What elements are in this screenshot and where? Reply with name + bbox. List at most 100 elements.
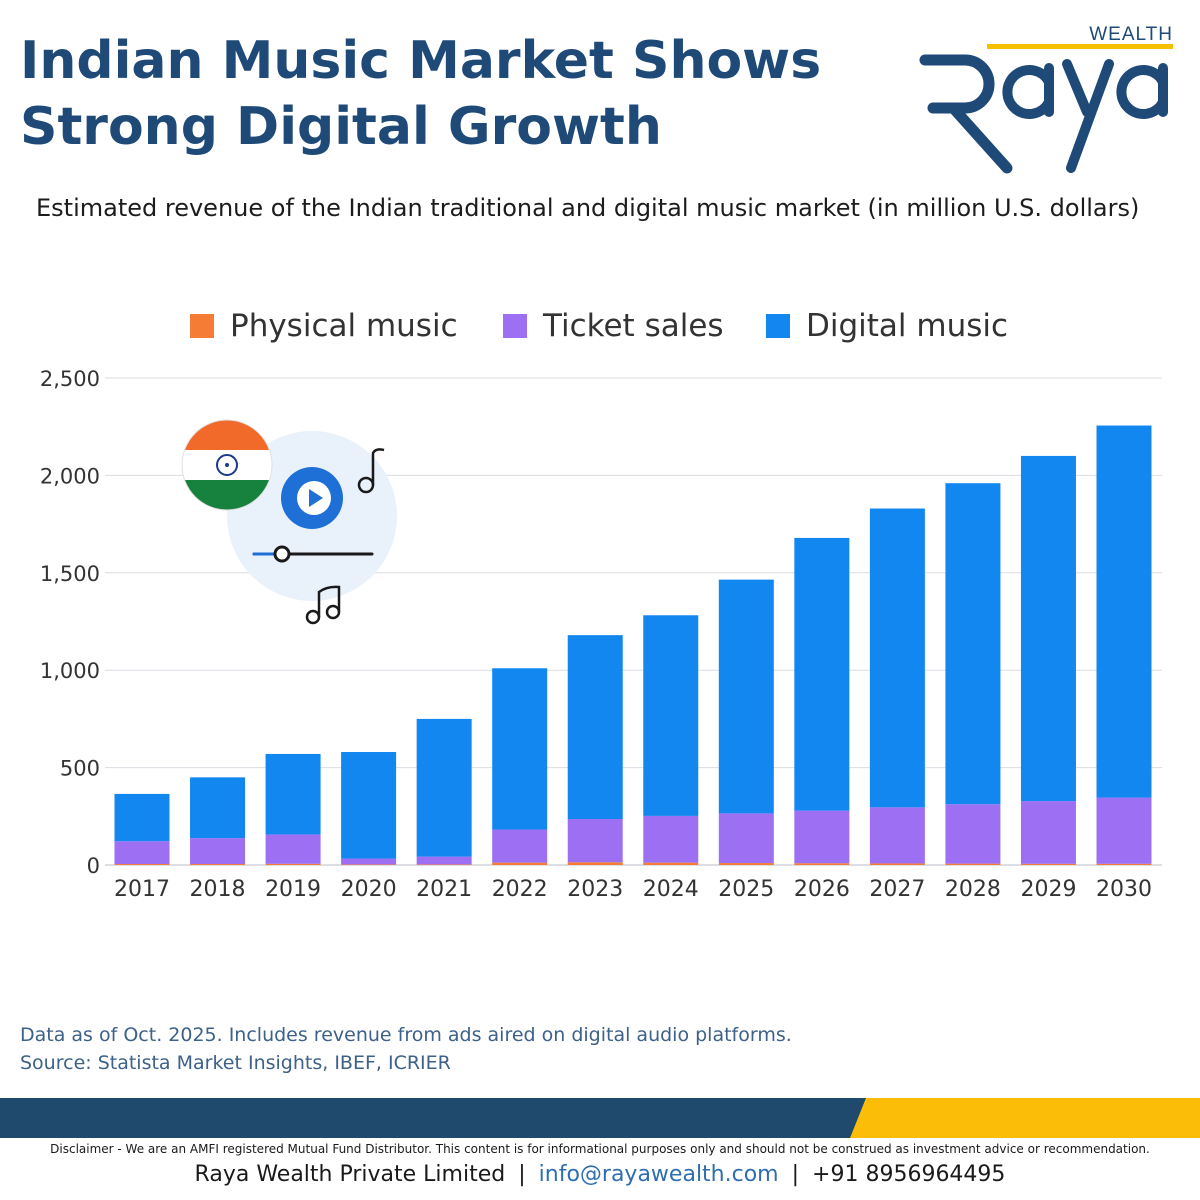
bar-segment-physical-music <box>567 862 623 865</box>
x-tick-label: 2027 <box>869 877 925 902</box>
x-tick-label: 2030 <box>1096 877 1152 902</box>
x-tick-label: 2018 <box>190 877 246 902</box>
bar-segment-digital-music <box>794 537 850 811</box>
music-note-icon <box>357 448 385 494</box>
bar-segment-ticket-sales <box>1020 801 1076 864</box>
bar-segment-ticket-sales <box>114 841 170 865</box>
legend-swatch <box>766 314 790 338</box>
logo-wordmark <box>919 54 1168 174</box>
y-axis: 0 500 1,000 1,500 2,000 2,500 <box>40 367 100 878</box>
chart-subtitle: Estimated revenue of the Indian traditio… <box>36 194 1140 222</box>
bar-segment-physical-music <box>643 862 699 865</box>
bar-segment-ticket-sales <box>567 819 623 863</box>
legend-item-digital-music: Digital music <box>766 308 1008 344</box>
bar-segment-ticket-sales <box>794 810 850 864</box>
title-line-1: Indian Music Market Shows <box>20 31 822 91</box>
bar-segment-physical-music <box>869 863 925 865</box>
x-tick-label: 2029 <box>1020 877 1076 902</box>
bar-segment-ticket-sales <box>643 815 699 863</box>
y-tick-label: 1,500 <box>40 562 100 586</box>
play-button-icon <box>281 467 343 529</box>
footer-band <box>0 1098 1200 1138</box>
separator: | <box>518 1162 526 1187</box>
bar-segment-digital-music <box>492 668 548 830</box>
bar-segment-digital-music <box>567 635 623 820</box>
bar-segment-ticket-sales <box>341 858 397 865</box>
bar-segment-digital-music <box>869 508 925 808</box>
bar-segment-digital-music <box>1020 455 1076 802</box>
stacked-bar-chart: Physical music Ticket sales Digital music … <box>40 308 1162 902</box>
x-tick-label: 2017 <box>114 877 170 902</box>
bar-segment-physical-music <box>1096 863 1152 865</box>
bar-segment-ticket-sales <box>945 804 1001 864</box>
bar-segment-digital-music <box>265 753 321 835</box>
contact-line: Raya Wealth Private Limited | info@rayaw… <box>0 1160 1200 1190</box>
bar-segment-ticket-sales <box>1096 797 1152 864</box>
bar-segment-digital-music <box>416 718 472 857</box>
bar-segment-digital-music <box>718 579 774 814</box>
phone-number[interactable]: +91 8956964495 <box>812 1162 1006 1187</box>
audio-slider-icon <box>252 545 374 563</box>
legend-swatch <box>503 314 527 338</box>
logo-yellow-bar <box>987 44 1173 49</box>
bar-segment-digital-music <box>114 793 170 842</box>
legend-item-physical-music: Physical music <box>190 308 458 344</box>
bar-segment-digital-music <box>190 777 246 839</box>
x-tick-label: 2028 <box>945 877 1001 902</box>
bar-segment-digital-music <box>643 615 699 816</box>
data-note: Data as of Oct. 2025. Includes revenue f… <box>20 1024 792 1046</box>
title-line-2: Strong Digital Growth <box>20 97 662 157</box>
x-axis: 2017 2018 2019 2020 2021 2022 2023 2024 2025 2026… <box>114 877 1152 902</box>
bar-segment-ticket-sales <box>190 838 246 865</box>
x-tick-label: 2024 <box>643 877 699 902</box>
bar-segment-physical-music <box>1020 863 1076 865</box>
x-tick-label: 2021 <box>416 877 472 902</box>
bar-segment-physical-music <box>794 863 850 865</box>
y-tick-label: 0 <box>87 854 100 878</box>
bar-segment-ticket-sales <box>416 856 472 865</box>
chart-bars <box>114 425 1152 865</box>
bar-segment-physical-music <box>265 863 321 865</box>
bar-segment-physical-music <box>492 862 548 865</box>
company-name: Raya Wealth Private Limited <box>194 1162 506 1187</box>
email-link[interactable]: info@rayawealth.com <box>538 1162 779 1187</box>
legend-label: Ticket sales <box>542 308 724 344</box>
bar-segment-digital-music <box>1096 425 1152 798</box>
x-tick-label: 2026 <box>794 877 850 902</box>
source-note: Source: Statista Market Insights, IBEF, … <box>20 1052 451 1074</box>
raya-wealth-logo: WEALTH <box>919 24 1173 174</box>
bar-segment-digital-music <box>341 752 397 859</box>
x-tick-label: 2020 <box>341 877 397 902</box>
bar-segment-ticket-sales <box>869 807 925 864</box>
bar-segment-physical-music <box>718 863 774 865</box>
bar-segment-ticket-sales <box>265 834 321 864</box>
page-title: Indian Music Market Shows Strong Digital… <box>20 28 900 160</box>
chart-legend: Physical music Ticket sales Digital music <box>190 308 1008 344</box>
y-tick-label: 2,500 <box>40 367 100 391</box>
bar-segment-ticket-sales <box>492 829 548 863</box>
x-tick-label: 2022 <box>492 877 548 902</box>
legend-swatch <box>190 314 214 338</box>
logo-tagline: WEALTH <box>1089 24 1173 45</box>
separator: | <box>791 1162 800 1187</box>
x-tick-label: 2019 <box>265 877 321 902</box>
india-flag-icon <box>181 419 273 511</box>
bar-segment-physical-music <box>190 864 246 865</box>
legend-item-ticket-sales: Ticket sales <box>503 308 724 344</box>
x-tick-label: 2025 <box>718 877 774 902</box>
y-tick-label: 1,000 <box>40 659 100 683</box>
y-tick-label: 2,000 <box>40 464 100 488</box>
bar-segment-physical-music <box>416 864 472 865</box>
music-illustration <box>181 419 397 625</box>
legend-label: Digital music <box>806 308 1008 344</box>
disclaimer-text: Disclaimer - We are an AMFI registered M… <box>50 1142 1150 1156</box>
bar-segment-physical-music <box>341 864 397 865</box>
legend-label: Physical music <box>230 308 458 344</box>
x-tick-label: 2023 <box>567 877 623 902</box>
y-tick-label: 500 <box>60 757 100 781</box>
bar-segment-ticket-sales <box>718 813 774 864</box>
bar-segment-physical-music <box>945 863 1001 865</box>
double-music-note-icon <box>305 585 341 625</box>
bar-segment-physical-music <box>114 864 170 865</box>
bar-segment-digital-music <box>945 483 1001 805</box>
